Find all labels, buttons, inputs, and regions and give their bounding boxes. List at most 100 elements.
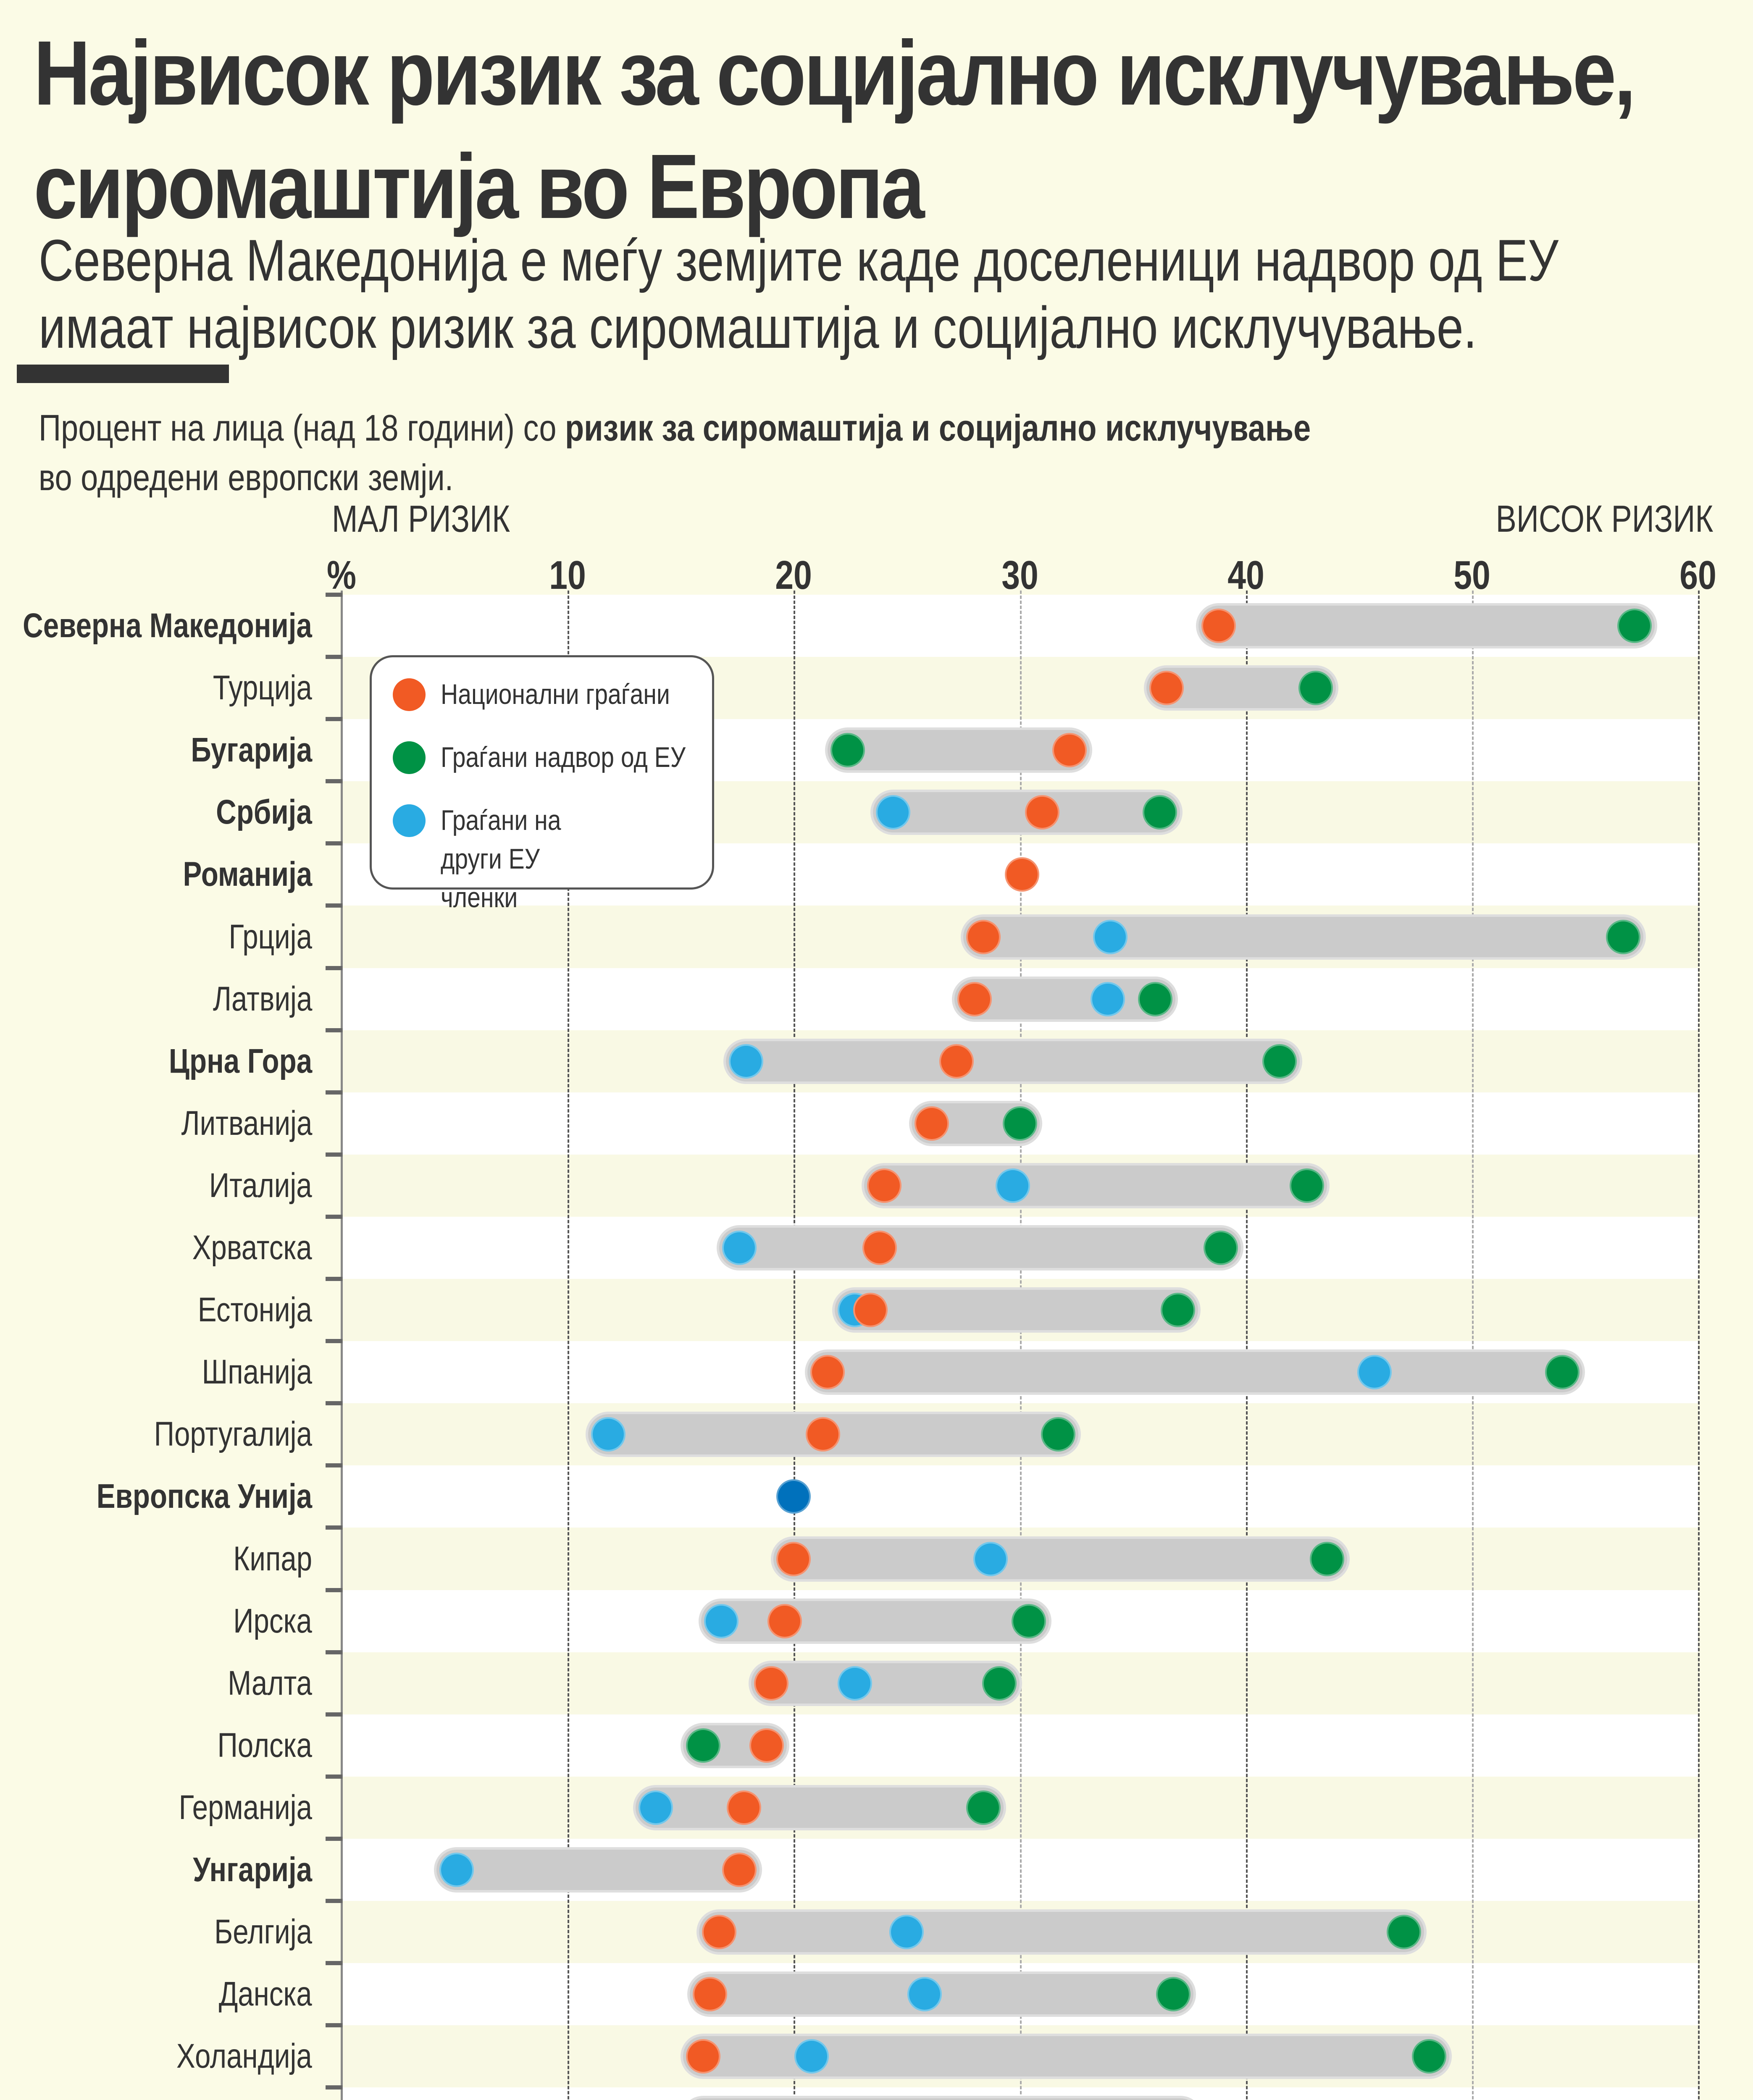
national-dot[interactable] (1025, 795, 1060, 830)
national-dot[interactable] (810, 1355, 845, 1390)
national-dot[interactable] (693, 1977, 728, 2012)
country-label: Србија (216, 793, 312, 832)
non-eu-dot[interactable] (1138, 982, 1173, 1016)
other-eu-dot[interactable] (973, 1541, 1008, 1576)
other-eu-dot[interactable] (876, 795, 911, 830)
y-tick (326, 655, 342, 659)
national-dot[interactable] (966, 919, 1001, 954)
country-label: Полска (217, 1726, 312, 1764)
national-dot[interactable] (767, 1604, 802, 1638)
national-dot[interactable] (1004, 857, 1039, 892)
other-eu-dot[interactable] (722, 1231, 757, 1265)
non-eu-dot[interactable] (1617, 609, 1652, 643)
y-tick (326, 2085, 342, 2090)
non-eu-dot[interactable] (1041, 1417, 1075, 1452)
x-tick-label: 20 (775, 553, 812, 598)
non-eu-dot[interactable] (966, 1790, 1001, 1825)
national-dot[interactable] (867, 1168, 901, 1203)
national-dot[interactable] (749, 1728, 784, 1763)
country-label: Унгарија (193, 1851, 312, 1889)
legend-label: Национални граѓани (441, 678, 670, 710)
non-eu-dot[interactable] (1012, 1604, 1046, 1638)
national-dot[interactable] (957, 982, 992, 1016)
y-tick (326, 1774, 342, 1779)
range-bar (633, 1785, 1007, 1830)
other-eu-dot[interactable] (907, 1977, 942, 2012)
national-dot[interactable] (722, 1853, 757, 1887)
range-bar (696, 1909, 1427, 1955)
non-eu-dot[interactable] (1545, 1355, 1580, 1390)
national-dot[interactable] (1052, 733, 1087, 768)
other-eu-dot[interactable] (837, 1666, 872, 1701)
non-eu-dot[interactable] (1606, 919, 1641, 954)
non-eu-dot[interactable] (1002, 1106, 1037, 1141)
country-label: Естонија (197, 1291, 312, 1329)
subtitle-line-2: имаат највисок ризик за сиромаштија и со… (39, 294, 1477, 360)
non-eu-dot[interactable] (1387, 1915, 1422, 1950)
y-tick (326, 1277, 342, 1281)
non-eu-dot[interactable] (1289, 1168, 1324, 1203)
other-eu-dot[interactable] (704, 1604, 739, 1638)
range-bar (748, 1660, 1022, 1706)
other-eu-dot[interactable] (591, 1417, 626, 1452)
y-tick (326, 1525, 342, 1530)
other-eu-dot[interactable] (1093, 919, 1127, 954)
non-eu-dot[interactable] (1156, 1977, 1191, 2012)
country-label: Црна Гора (168, 1042, 312, 1080)
non-eu-dot[interactable] (1161, 1293, 1196, 1328)
gridline-60 (1698, 590, 1700, 2100)
other-eu-dot[interactable] (729, 1044, 764, 1079)
non-eu-dot[interactable] (1262, 1044, 1297, 1079)
national-dot[interactable] (726, 1790, 761, 1825)
national-dot[interactable] (702, 1915, 736, 1950)
eu-average-dot[interactable] (776, 1479, 811, 1514)
country-label: Грција (229, 917, 312, 956)
range-bar (687, 1971, 1196, 2017)
country-label: Малта (228, 1664, 312, 1702)
national-dot[interactable] (806, 1417, 841, 1452)
y-tick (326, 903, 342, 908)
y-tick (326, 966, 342, 970)
national-dot[interactable] (1201, 609, 1236, 643)
country-label: Турција (213, 669, 312, 707)
other-eu-dot[interactable] (639, 1790, 673, 1825)
non-eu-dot[interactable] (982, 1666, 1017, 1701)
national-dot[interactable] (1149, 671, 1184, 706)
range-bar (825, 727, 1092, 773)
national-dot[interactable] (914, 1106, 949, 1141)
country-label: Ирска (233, 1601, 312, 1640)
other-eu-dot[interactable] (996, 1168, 1030, 1203)
subtitle: Северна Македонија е меѓу земјите каде д… (39, 227, 1753, 361)
country-label: Северна Македонија (23, 606, 312, 645)
country-label: Белгија (214, 1913, 312, 1951)
non-eu-dot[interactable] (1143, 795, 1177, 830)
national-dot[interactable] (776, 1541, 811, 1576)
x-tick-label: 10 (549, 553, 586, 598)
non-eu-dot[interactable] (1411, 2039, 1446, 2074)
national-dot[interactable] (939, 1044, 974, 1079)
national-dot[interactable] (853, 1293, 888, 1328)
non-eu-dot[interactable] (686, 1728, 721, 1763)
country-label: Данска (219, 1975, 312, 2013)
other-eu-dot[interactable] (889, 1915, 924, 1950)
gridline-40 (1246, 590, 1248, 2100)
y-tick (326, 592, 342, 597)
non-eu-dot[interactable] (1310, 1541, 1345, 1576)
national-dot[interactable] (686, 2039, 721, 2074)
other-eu-dot[interactable] (794, 2039, 829, 2074)
other-eu-dot[interactable] (1357, 1355, 1392, 1390)
other-eu-dot-icon (393, 804, 426, 837)
national-dot[interactable] (754, 1666, 788, 1701)
non-eu-dot[interactable] (1298, 671, 1333, 706)
other-eu-dot[interactable] (439, 1853, 474, 1887)
y-tick (326, 2023, 342, 2028)
country-label: Швајцарија (164, 2099, 312, 2100)
non-eu-dot[interactable] (831, 733, 865, 768)
national-dot[interactable] (862, 1231, 897, 1265)
y-tick (326, 1650, 342, 1654)
non-eu-dot[interactable] (1204, 1231, 1238, 1265)
range-bar (861, 1163, 1330, 1208)
title-line-2: сиромаштија во Европа (34, 136, 925, 238)
other-eu-dot[interactable] (1091, 982, 1125, 1016)
range-bar (805, 1349, 1585, 1395)
